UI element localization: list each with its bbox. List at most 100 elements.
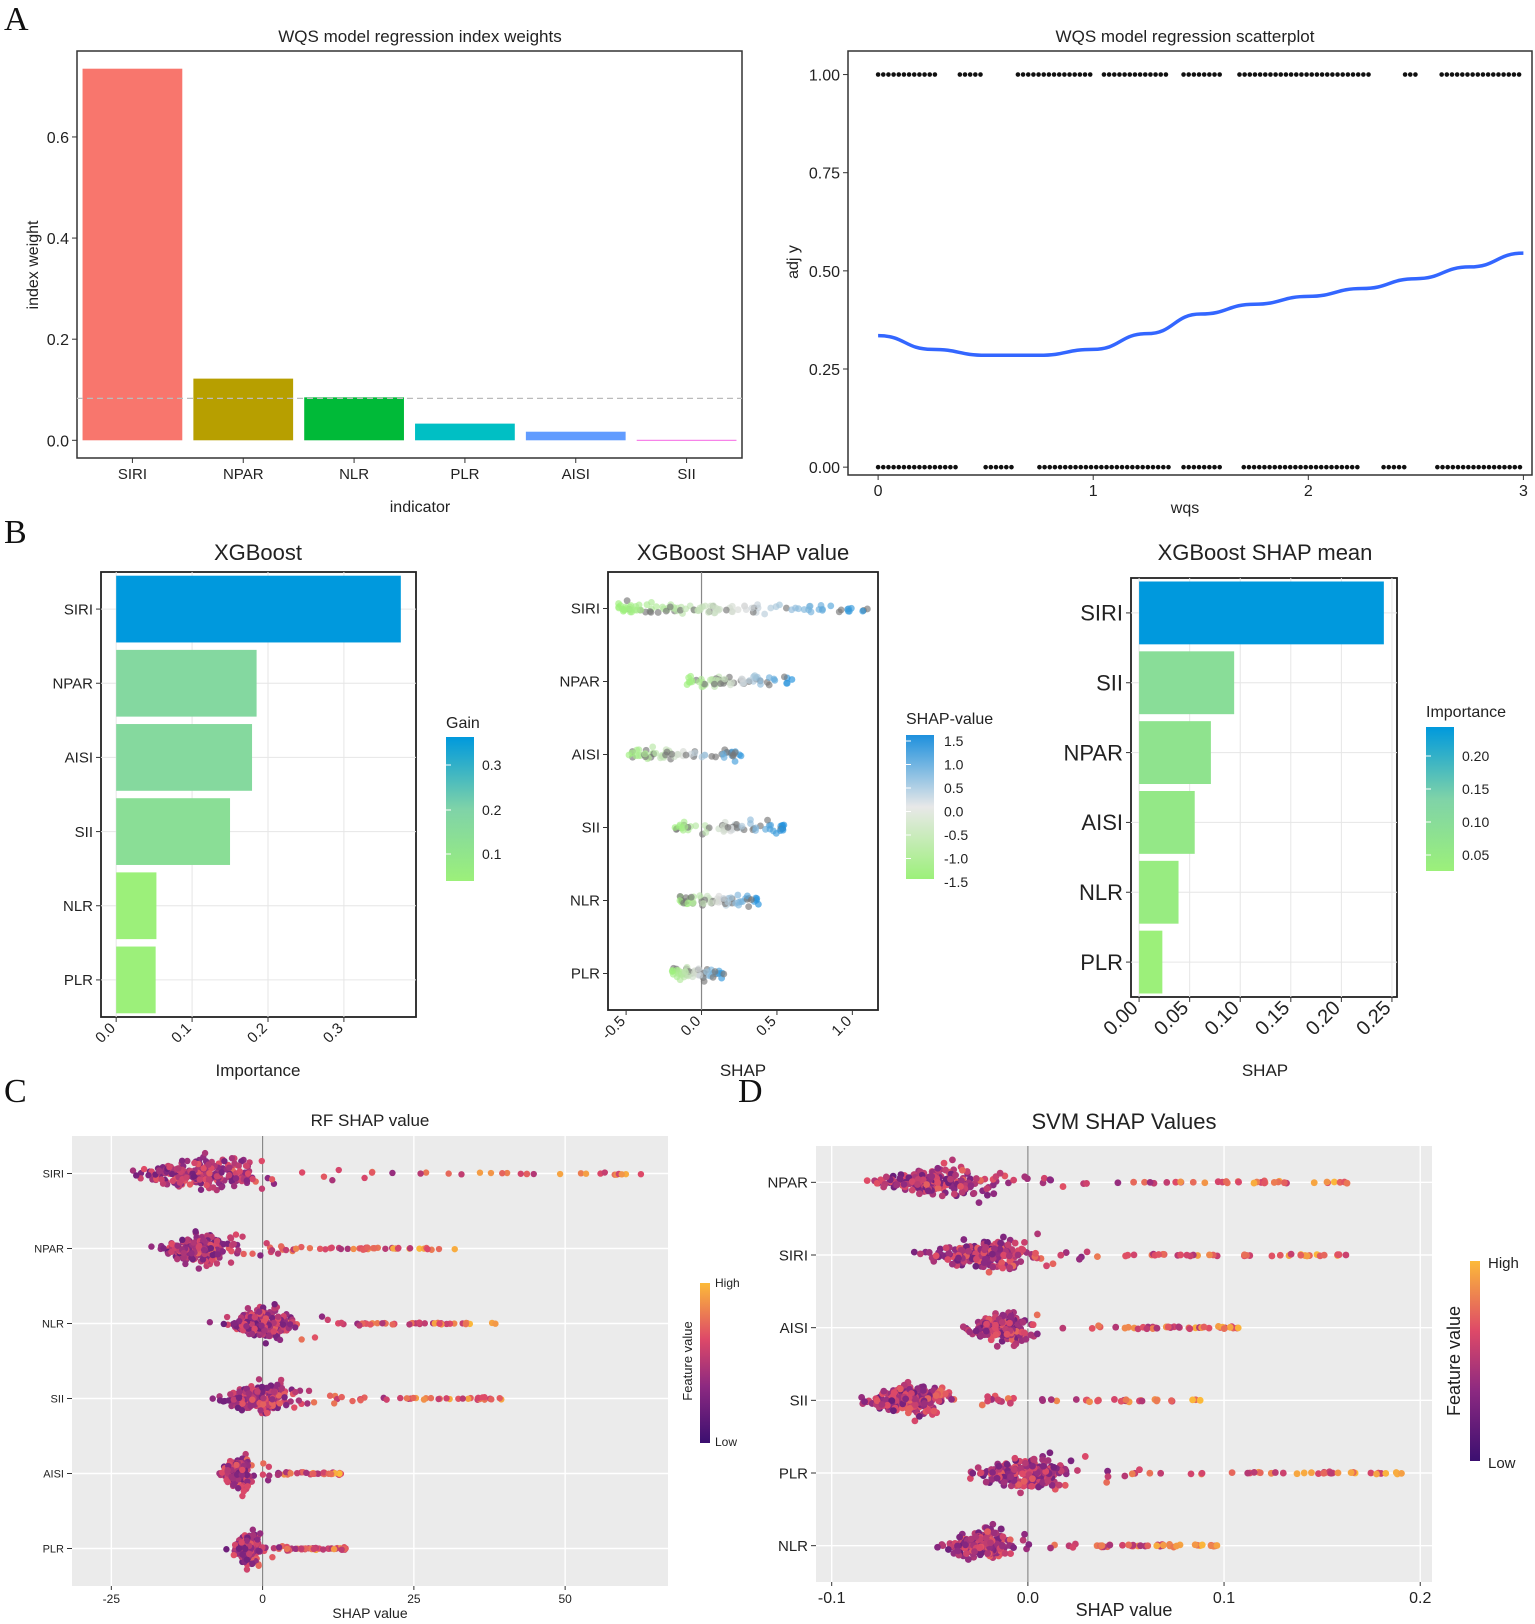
y-tick-label: 0.4	[47, 231, 69, 248]
data-point	[997, 1239, 1004, 1247]
data-point	[984, 1550, 992, 1557]
data-point	[729, 608, 736, 616]
data-point	[225, 1172, 233, 1179]
x-tick-label: 0.2	[1409, 1590, 1431, 1607]
data-point	[258, 1322, 265, 1329]
data-point	[270, 1388, 278, 1396]
data-point	[1047, 464, 1053, 470]
data-point	[662, 607, 670, 615]
data-point	[182, 1260, 189, 1268]
y-tick-label: 0.2	[47, 332, 69, 349]
data-point	[239, 1466, 246, 1474]
data-point	[196, 1176, 203, 1183]
data-point	[1062, 72, 1067, 77]
data-point	[274, 1250, 282, 1257]
data-point	[882, 1173, 890, 1181]
y-tick-label: PLR	[1080, 950, 1123, 975]
x-tick-label: 0.20	[1302, 997, 1345, 1040]
data-point	[243, 1566, 251, 1573]
data-point	[709, 974, 717, 981]
data-point	[886, 72, 891, 77]
data-point	[1201, 1179, 1209, 1187]
data-point	[286, 1321, 294, 1328]
data-point	[806, 602, 814, 610]
data-point	[1323, 1178, 1331, 1186]
data-point	[721, 675, 729, 683]
y-tick-label: NLR	[63, 898, 93, 915]
data-point	[1122, 1396, 1130, 1404]
chart-title: WQS model regression index weights	[278, 27, 561, 46]
data-point	[297, 1545, 305, 1552]
data-point	[242, 1450, 249, 1458]
bar-sii	[116, 798, 231, 865]
data-point	[1094, 1397, 1101, 1405]
y-tick-label: PLR	[779, 1465, 808, 1482]
data-point	[158, 1176, 165, 1183]
x-tick-label: 0.2	[244, 1020, 271, 1047]
data-point	[1481, 464, 1487, 470]
data-point	[927, 72, 933, 77]
data-point	[962, 1541, 969, 1549]
data-point	[1017, 1489, 1024, 1497]
data-point	[256, 1308, 263, 1315]
data-point	[244, 1483, 251, 1490]
data-point	[1460, 464, 1466, 470]
data-point	[243, 1177, 250, 1184]
x-axis-label: Importance	[215, 1061, 300, 1080]
data-point	[503, 1169, 511, 1177]
data-point	[227, 1259, 235, 1266]
data-point	[1081, 1453, 1089, 1460]
data-point	[1198, 1469, 1206, 1477]
data-point	[882, 1396, 890, 1404]
data-point	[1367, 1469, 1375, 1477]
data-point	[712, 898, 720, 906]
data-point	[259, 1304, 267, 1311]
wqs-weights-chart: WQS model regression index weights indic…	[25, 27, 743, 516]
data-point	[960, 1236, 968, 1243]
x-axis-label: wqs	[1170, 500, 1199, 517]
data-point	[318, 1313, 326, 1320]
data-point	[218, 1183, 225, 1191]
data-point	[1146, 1178, 1154, 1186]
data-point	[1103, 1478, 1111, 1486]
data-point	[1196, 464, 1202, 470]
data-point	[277, 1243, 285, 1250]
data-point	[772, 603, 780, 611]
data-point	[1136, 1466, 1143, 1474]
data-point	[908, 1178, 916, 1186]
data-point	[626, 608, 634, 616]
data-point	[1177, 1178, 1185, 1186]
data-point	[1191, 72, 1197, 77]
x-tick-label: 0	[874, 483, 883, 500]
data-point	[998, 1259, 1006, 1267]
data-point	[276, 1336, 284, 1344]
data-point	[719, 750, 727, 758]
legend-title: SHAP-value	[906, 711, 993, 728]
data-point	[224, 1466, 231, 1474]
data-point	[180, 1249, 187, 1257]
data-point	[403, 1395, 411, 1402]
data-point	[1095, 1322, 1102, 1330]
data-point	[269, 1396, 276, 1403]
data-point	[910, 1248, 918, 1256]
bar-npar	[1139, 721, 1211, 785]
data-point	[278, 1384, 286, 1392]
data-point	[934, 1543, 941, 1551]
data-point	[248, 1330, 256, 1338]
data-point	[245, 1550, 253, 1558]
data-point	[250, 1532, 257, 1539]
data-point	[205, 1161, 212, 1168]
data-point	[928, 1172, 936, 1180]
data-point	[436, 1320, 443, 1327]
data-point	[1019, 1318, 1027, 1326]
x-tick-label: 0.25	[1352, 997, 1395, 1040]
data-point	[615, 600, 622, 607]
data-point	[998, 464, 1004, 470]
data-point	[1381, 464, 1386, 470]
data-point	[258, 1185, 266, 1192]
data-point	[923, 1181, 931, 1188]
bar-siri	[82, 68, 183, 441]
y-axis-label: index weight	[25, 220, 42, 310]
data-point	[949, 1156, 956, 1164]
y-tick-label: 0.6	[47, 130, 69, 147]
